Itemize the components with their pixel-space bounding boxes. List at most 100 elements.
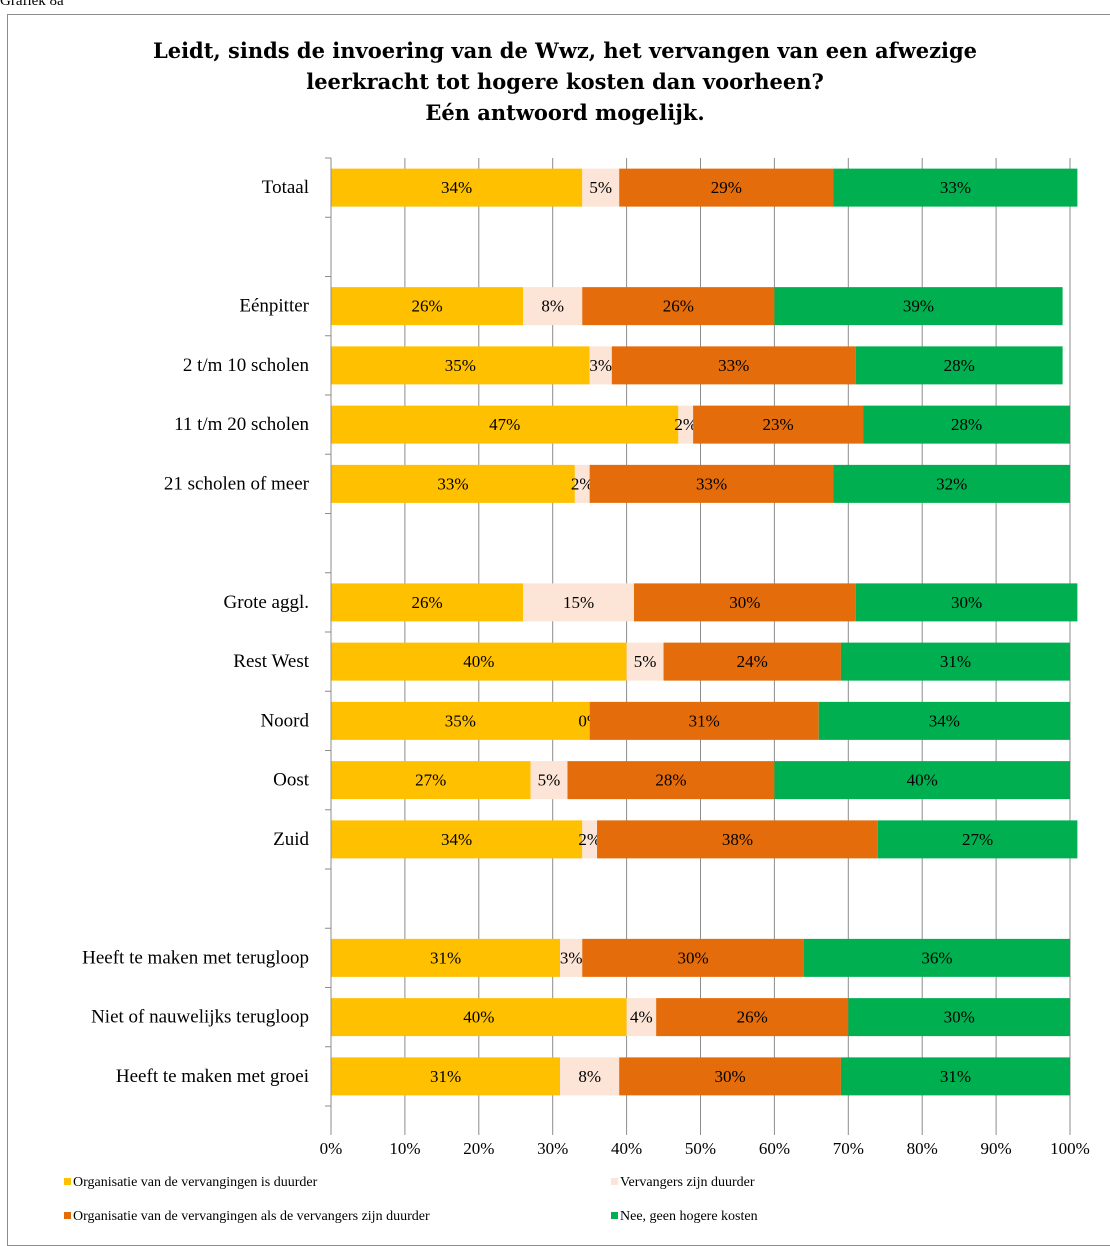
bar-7-2 xyxy=(633,583,856,622)
category-label-7: Grote aggl. xyxy=(224,592,309,613)
data-label-5-3: 32% xyxy=(936,474,967,493)
data-label-8-1: 5% xyxy=(634,652,657,671)
bar-5-3 xyxy=(833,464,1070,503)
chart-title-line-1: Leidt, sinds de invoering van de Wwz, he… xyxy=(152,38,978,63)
bar-8-3 xyxy=(840,642,1070,681)
bar-10-2 xyxy=(567,761,775,800)
bar-0-1 xyxy=(582,168,620,207)
data-label-7-0: 26% xyxy=(411,593,442,612)
category-label-9: Noord xyxy=(260,710,309,731)
category-label-11: Zuid xyxy=(273,829,309,850)
bar-8-1 xyxy=(626,642,664,681)
bar-10-3 xyxy=(774,761,1070,800)
data-label-14-1: 4% xyxy=(630,1008,653,1027)
bar-10-0 xyxy=(331,761,531,800)
category-label-14: Niet of nauwelijks terugloop xyxy=(91,1007,309,1028)
bar-0-0 xyxy=(331,168,583,207)
data-label-11-3: 27% xyxy=(962,830,993,849)
bar-7-0 xyxy=(331,583,524,622)
data-label-5-2: 33% xyxy=(696,474,727,493)
bar-0-3 xyxy=(833,168,1078,207)
bar-8-0 xyxy=(331,642,627,681)
data-label-9-0: 35% xyxy=(445,711,476,730)
data-label-15-0: 31% xyxy=(430,1067,461,1086)
bar-14-0 xyxy=(331,998,627,1037)
data-label-10-2: 28% xyxy=(655,771,686,790)
data-label-0-2: 29% xyxy=(711,178,742,197)
data-label-2-0: 26% xyxy=(411,297,442,316)
data-label-13-0: 31% xyxy=(430,948,461,967)
data-label-3-0: 35% xyxy=(445,356,476,375)
data-label-10-1: 5% xyxy=(538,771,561,790)
bar-15-2 xyxy=(619,1057,841,1096)
bar-14-3 xyxy=(848,998,1070,1037)
data-label-11-2: 38% xyxy=(722,830,753,849)
data-label-9-3: 34% xyxy=(929,711,960,730)
x-tick-label-1: 10% xyxy=(389,1139,420,1158)
data-label-7-1: 15% xyxy=(563,593,594,612)
bar-14-1 xyxy=(626,998,657,1037)
bar-11-2 xyxy=(597,820,878,859)
data-label-3-2: 33% xyxy=(718,356,749,375)
bar-8-2 xyxy=(663,642,841,681)
category-label-3: 2 t/m 10 scholen xyxy=(183,355,310,376)
data-label-14-3: 30% xyxy=(944,1008,975,1027)
x-tick-label-5: 50% xyxy=(685,1139,716,1158)
x-tick-label-3: 30% xyxy=(537,1139,568,1158)
data-label-0-1: 5% xyxy=(589,178,612,197)
data-label-2-2: 26% xyxy=(663,297,694,316)
x-tick-label-7: 70% xyxy=(833,1139,864,1158)
data-label-4-2: 23% xyxy=(763,415,794,434)
figure-caption: Grafiek 8a xyxy=(0,0,64,9)
bar-0-2 xyxy=(619,168,834,207)
bar-13-3 xyxy=(803,938,1070,977)
bar-2-0 xyxy=(331,287,524,326)
bar-15-0 xyxy=(331,1057,561,1096)
category-label-8: Rest West xyxy=(233,651,309,672)
bar-7-3 xyxy=(855,583,1078,622)
bar-11-1 xyxy=(582,820,598,859)
bar-3-1 xyxy=(589,346,612,385)
bar-15-1 xyxy=(560,1057,620,1096)
data-label-2-3: 39% xyxy=(903,297,934,316)
bar-3-3 xyxy=(855,346,1063,385)
bar-7-1 xyxy=(523,583,634,622)
data-label-0-0: 34% xyxy=(441,178,472,197)
data-label-11-0: 34% xyxy=(441,830,472,849)
bar-9-3 xyxy=(818,701,1070,740)
bar-3-0 xyxy=(331,346,590,385)
bar-13-1 xyxy=(560,938,583,977)
bar-13-2 xyxy=(582,938,804,977)
bar-11-0 xyxy=(331,820,583,859)
data-label-10-0: 27% xyxy=(415,771,446,790)
bar-2-1 xyxy=(523,287,583,326)
data-label-4-1: 2% xyxy=(674,415,697,434)
bar-5-2 xyxy=(589,464,834,503)
bar-9-2 xyxy=(589,701,819,740)
category-label-15: Heeft te maken met groei xyxy=(116,1066,309,1087)
x-tick-label-6: 60% xyxy=(759,1139,790,1158)
bar-15-3 xyxy=(840,1057,1070,1096)
chart-title-line-2: leerkracht tot hogere kosten dan voorhee… xyxy=(306,69,824,94)
x-tick-label-8: 80% xyxy=(907,1139,938,1158)
bar-2-3 xyxy=(774,287,1063,326)
data-label-13-1: 3% xyxy=(560,948,583,967)
chart-title-line-3: Eén antwoord mogelijk. xyxy=(425,100,705,125)
bar-4-2 xyxy=(693,405,864,444)
data-label-10-3: 40% xyxy=(907,771,938,790)
bar-5-0 xyxy=(331,464,575,503)
bar-5-1 xyxy=(574,464,590,503)
data-label-7-2: 30% xyxy=(729,593,760,612)
data-label-8-2: 24% xyxy=(737,652,768,671)
data-label-4-0: 47% xyxy=(489,415,520,434)
bar-11-3 xyxy=(877,820,1078,859)
data-label-14-0: 40% xyxy=(463,1008,494,1027)
x-tick-label-10: 100% xyxy=(1050,1139,1090,1158)
category-label-0: Totaal xyxy=(262,177,309,198)
category-label-5: 21 scholen of meer xyxy=(164,473,310,494)
bar-4-1 xyxy=(678,405,694,444)
data-label-13-2: 30% xyxy=(678,948,709,967)
bar-2-2 xyxy=(582,287,775,326)
category-label-10: Oost xyxy=(273,770,310,791)
